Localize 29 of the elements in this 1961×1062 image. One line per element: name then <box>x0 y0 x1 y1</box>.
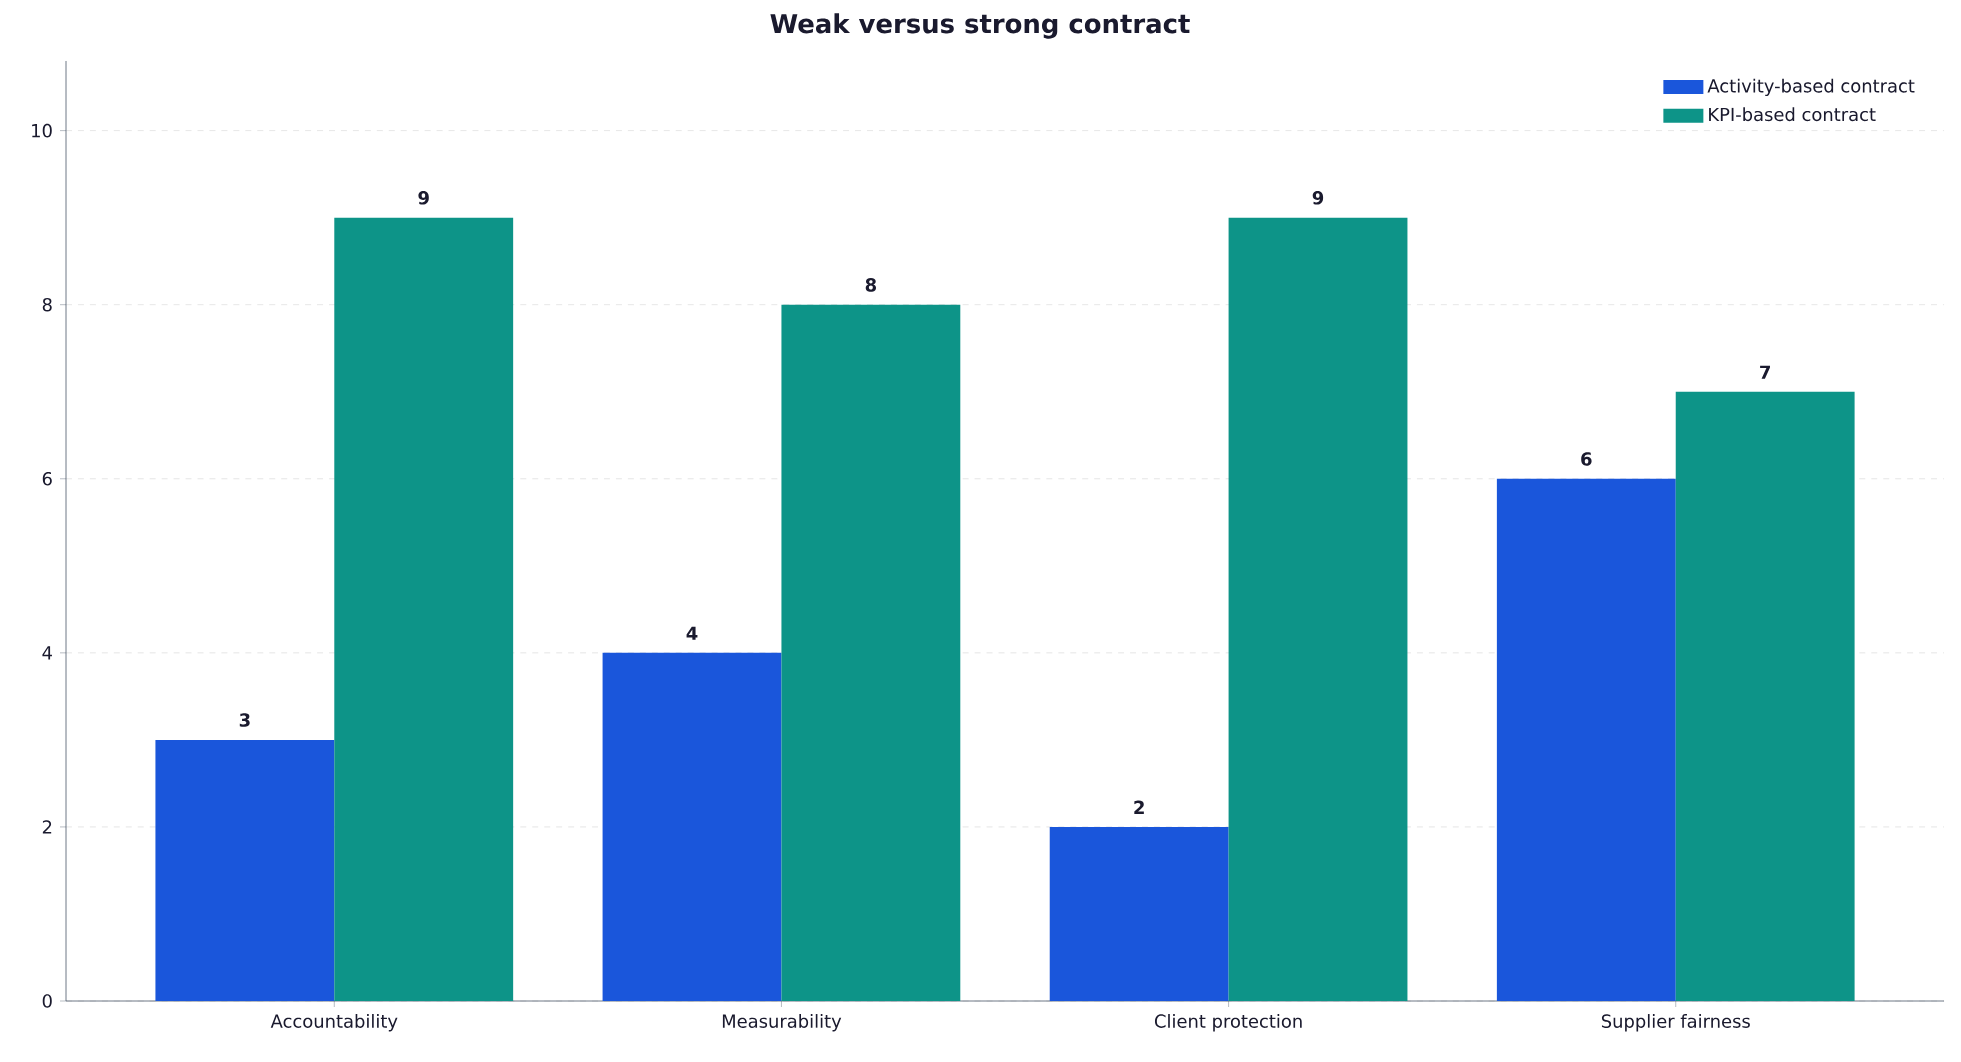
data-label: 8 <box>865 278 876 292</box>
data-label: 9 <box>1312 191 1324 205</box>
x-tick-label: Measurability <box>722 1014 842 1032</box>
y-tick-label: 2 <box>42 820 52 834</box>
y-tick-label: 4 <box>42 646 52 660</box>
x-tick-label: Client protection <box>1154 1014 1302 1032</box>
data-label: 3 <box>239 713 250 727</box>
bar <box>1228 217 1408 1001</box>
bar <box>334 217 514 1001</box>
x-tick-label: Supplier fairness <box>1601 1014 1750 1032</box>
data-label: 7 <box>1760 365 1770 379</box>
data-label: 2 <box>1134 800 1144 814</box>
legend-label: KPI-based contract <box>1709 107 1876 122</box>
legend-label: Activity-based contract <box>1707 78 1915 97</box>
y-tick-label: 10 <box>32 123 52 138</box>
data-label: 9 <box>418 191 429 205</box>
y-tick-label: 0 <box>42 994 52 1008</box>
chart-title: Weak versus strong contract <box>770 13 1190 39</box>
bar <box>781 304 961 1001</box>
data-label: 4 <box>686 626 698 640</box>
x-tick-label: Accountability <box>270 1014 398 1032</box>
bar <box>155 739 335 1001</box>
bar <box>1675 391 1855 1001</box>
data-label: 6 <box>1581 452 1592 466</box>
bar <box>602 652 782 1001</box>
y-tick-label: 8 <box>42 297 52 312</box>
bar <box>1496 478 1676 1001</box>
y-tick-label: 6 <box>42 471 52 486</box>
bar <box>1049 826 1229 1001</box>
